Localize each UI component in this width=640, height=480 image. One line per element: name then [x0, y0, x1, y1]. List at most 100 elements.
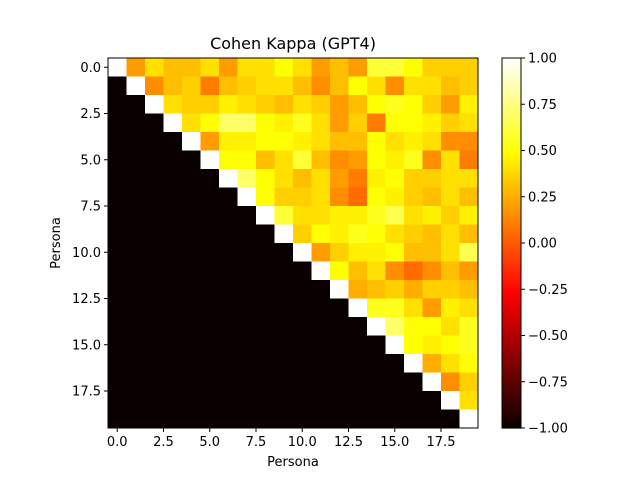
colorbar-step	[502, 163, 521, 166]
heatmap-cell	[293, 113, 312, 133]
heatmap-cell	[237, 280, 257, 299]
heatmap-cell	[311, 372, 331, 392]
heatmap-cell	[182, 335, 201, 355]
heatmap-cell	[293, 409, 312, 429]
colorbar-tick-label: 0.00	[528, 237, 557, 252]
heatmap-cell	[441, 280, 460, 299]
colorbar-step	[502, 87, 521, 91]
heatmap-cell	[108, 95, 127, 114]
heatmap-cell	[422, 150, 442, 170]
heatmap-cell	[126, 261, 146, 281]
colorbar-step	[502, 350, 521, 353]
heatmap-cell	[163, 354, 183, 373]
heatmap-cell	[256, 298, 275, 318]
colorbar-step	[502, 70, 521, 74]
heatmap-cell	[459, 113, 479, 133]
heatmap-cell	[311, 132, 331, 151]
heatmap-cell	[163, 243, 183, 262]
heatmap-cell	[367, 224, 386, 244]
heatmap-cell	[126, 132, 146, 151]
heatmap-cell	[330, 95, 349, 114]
heatmap-cell	[441, 317, 460, 336]
colorbar-step	[502, 196, 521, 200]
colorbar-step	[502, 243, 521, 246]
heatmap-cell	[219, 150, 238, 170]
colorbar-step	[502, 80, 521, 83]
heatmap-cell	[441, 150, 460, 170]
heatmap-cell	[219, 335, 238, 355]
colorbar-step	[502, 289, 521, 292]
colorbar-frame	[501, 57, 522, 429]
heatmap-cell	[108, 335, 127, 355]
heatmap-cell	[441, 187, 460, 207]
heatmap-cell	[145, 335, 164, 355]
heatmap-cell	[182, 132, 201, 151]
heatmap-cell	[441, 95, 460, 114]
colorbar-step	[502, 113, 521, 116]
colorbar-step	[502, 165, 521, 168]
heatmap-cell	[422, 224, 442, 244]
heatmap-cell	[182, 187, 201, 207]
colorbar-step	[502, 326, 521, 329]
heatmap-cell	[422, 261, 442, 281]
heatmap-cell	[404, 280, 423, 299]
x-tick-label: 5.0	[199, 435, 220, 450]
heatmap-cell	[237, 76, 257, 96]
heatmap-cell	[237, 317, 257, 336]
heatmap-cell	[459, 76, 479, 96]
heatmap-cell	[385, 132, 405, 151]
colorbar-step	[502, 265, 521, 268]
colorbar-step	[502, 379, 521, 383]
heatmap-cell	[367, 95, 386, 114]
heatmap-cell	[348, 95, 368, 114]
heatmap-cell	[219, 372, 238, 392]
heatmap-cell	[385, 95, 405, 114]
heatmap-cell	[385, 169, 405, 188]
heatmap-cell	[237, 372, 257, 392]
heatmap-cell	[219, 187, 238, 207]
colorbar-step	[502, 82, 521, 85]
colorbar-step	[502, 59, 521, 63]
heatmap-cell	[145, 150, 164, 170]
heatmap-cell	[293, 372, 312, 392]
heatmap-cell	[348, 243, 368, 262]
colorbar-step	[502, 161, 521, 165]
colorbar-step	[502, 411, 521, 414]
colorbar-tick-label: 0.75	[528, 98, 557, 113]
heatmap-cell	[163, 391, 183, 410]
heatmap-cell	[404, 224, 423, 244]
colorbar-step	[502, 74, 521, 78]
colorbar-step	[502, 143, 521, 146]
heatmap-cell	[385, 317, 405, 336]
heatmap-cell	[459, 335, 479, 355]
heatmap-cell	[367, 280, 386, 299]
heatmap-cell	[256, 76, 275, 96]
colorbar-step	[502, 200, 521, 203]
colorbar-step	[502, 218, 521, 222]
colorbar-step	[502, 237, 521, 240]
colorbar-step	[502, 111, 521, 115]
heatmap-cell	[200, 280, 220, 299]
heatmap-cell	[385, 409, 405, 429]
heatmap-cell	[367, 317, 386, 336]
heatmap-cell	[459, 169, 479, 188]
heatmap-cell	[330, 354, 349, 373]
colorbar-step	[502, 370, 521, 374]
heatmap-cell	[145, 372, 164, 392]
heatmap-cell	[422, 317, 442, 336]
colorbar-step	[502, 146, 521, 150]
colorbar-step	[502, 398, 521, 401]
heatmap-cell	[108, 261, 127, 281]
colorbar-step	[502, 104, 521, 107]
colorbar-step	[502, 115, 521, 118]
heatmap-cell	[293, 261, 312, 281]
heatmap-cell	[404, 58, 423, 77]
heatmap-cell	[330, 335, 349, 355]
colorbar-tick-label: 1.00	[528, 52, 557, 67]
heatmap-cell	[145, 298, 164, 318]
colorbar-step	[502, 211, 521, 214]
heatmap-cell	[163, 372, 183, 392]
colorbar-step	[502, 135, 521, 139]
y-axis-label: Persona	[49, 217, 64, 269]
heatmap-cell	[404, 391, 423, 410]
